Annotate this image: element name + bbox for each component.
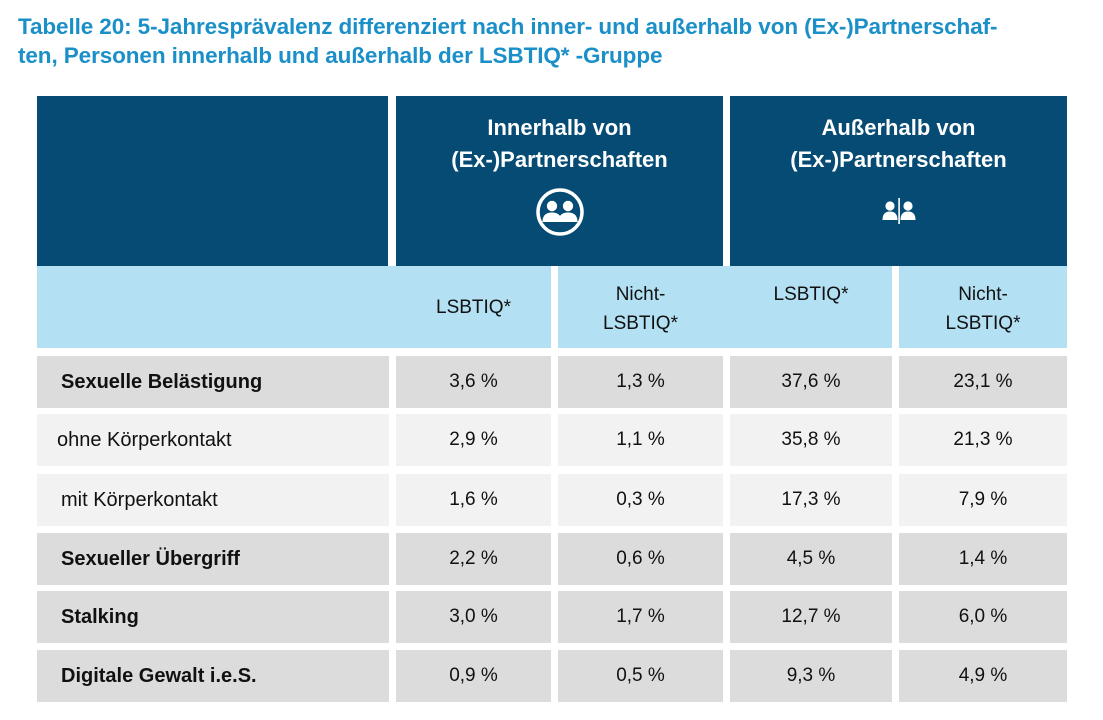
couple-icon (535, 188, 584, 236)
value-cell: 1,7 % (558, 591, 723, 643)
value-cell: 23,1 % (899, 356, 1067, 408)
col-header-out-lsbtiq-text: LSBTIQ* (773, 284, 849, 305)
value-cell: 4,9 % (899, 650, 1067, 702)
group-ausserhalb-line-2: (Ex-)Partnerschaften (790, 147, 1007, 172)
col-header-in-nicht-line-1: Nicht- (615, 284, 666, 305)
col-header-in-lsbtiq-text: LSBTIQ* (436, 296, 511, 318)
subheader-gap-3 (723, 266, 730, 348)
group-innerhalb-line-2: (Ex-)Partnerschaften (451, 147, 668, 172)
value-cell: 0,3 % (558, 474, 723, 526)
col-header-in-nicht-lsbtiq: Nicht- LSBTIQ* (558, 266, 723, 348)
value-cell: 17,3 % (730, 474, 892, 526)
subheader-corner (37, 266, 388, 348)
subheader-separator-2 (892, 280, 899, 348)
value-cell: 4,5 % (730, 533, 892, 585)
row-label: Digitale Gewalt i.e.S. (37, 650, 389, 702)
value-cell: 6,0 % (899, 591, 1067, 643)
row-label: Sexueller Übergriff (37, 533, 389, 585)
row-label: Sexuelle Belästigung (37, 356, 389, 408)
subheader-separator-1 (551, 280, 558, 348)
value-cell: 3,6 % (396, 356, 551, 408)
row-label: Stalking (37, 591, 389, 643)
col-header-out-nicht-line-1: Nicht- (958, 284, 1008, 305)
value-cell: 37,6 % (730, 356, 892, 408)
col-header-in-lsbtiq: LSBTIQ* (396, 266, 551, 348)
value-cell: 3,0 % (396, 591, 551, 643)
group-header-innerhalb: Innerhalb von (Ex-)Partnerschaften (396, 96, 723, 266)
value-cell: 1,6 % (396, 474, 551, 526)
group-innerhalb-line-1: Innerhalb von (487, 115, 632, 140)
value-cell: 12,7 % (730, 591, 892, 643)
subheader-gap-1 (388, 266, 396, 348)
value-cell: 21,3 % (899, 414, 1067, 466)
value-cell: 0,9 % (396, 650, 551, 702)
group-header-ausserhalb: Außerhalb von (Ex-)Partnerschaften (730, 96, 1067, 266)
value-cell: 1,1 % (558, 414, 723, 466)
value-cell: 0,6 % (558, 533, 723, 585)
value-cell: 2,9 % (396, 414, 551, 466)
col-header-in-nicht-line-2: LSBTIQ* (603, 313, 678, 334)
value-cell: 1,4 % (899, 533, 1067, 585)
value-cell: 2,2 % (396, 533, 551, 585)
group-ausserhalb-line-1: Außerhalb von (821, 115, 976, 140)
value-cell: 35,8 % (730, 414, 892, 466)
table-title-line-2: ten, Personen innerhalb und außerhalb de… (18, 43, 663, 68)
col-header-out-lsbtiq: LSBTIQ* (730, 266, 892, 348)
col-header-out-nicht-lsbtiq: Nicht- LSBTIQ* (899, 266, 1067, 348)
header-corner (37, 96, 388, 266)
value-cell: 7,9 % (899, 474, 1067, 526)
value-cell: 0,5 % (558, 650, 723, 702)
value-cell: 1,3 % (558, 356, 723, 408)
row-label: mit Körperkontakt (37, 474, 389, 526)
col-header-out-nicht-line-2: LSBTIQ* (945, 313, 1021, 334)
separated-persons-icon (882, 198, 915, 224)
value-cell: 9,3 % (730, 650, 892, 702)
table-title-line-1: Tabelle 20: 5-Jahresprävalenz differenzi… (18, 14, 998, 39)
row-label: ohne Körperkontakt (37, 414, 389, 466)
table-title: Tabelle 20: 5-Jahresprävalenz differenzi… (18, 12, 1098, 70)
